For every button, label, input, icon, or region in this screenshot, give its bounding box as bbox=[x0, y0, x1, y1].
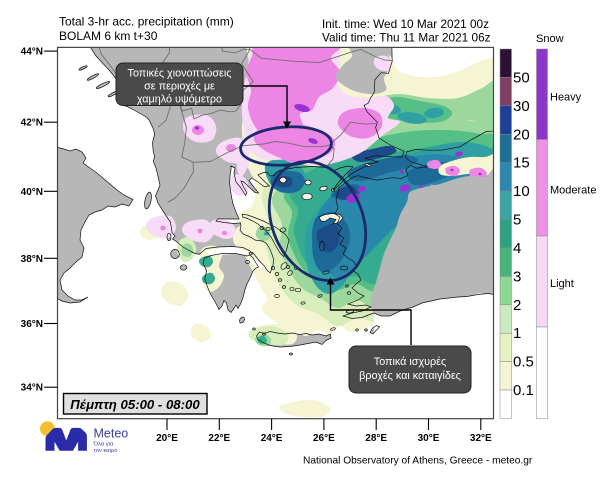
svg-text:40°N: 40°N bbox=[21, 187, 43, 198]
svg-text:Total 3-hr acc. precipitation: Total 3-hr acc. precipitation (mm) bbox=[59, 15, 234, 29]
svg-text:26°E: 26°E bbox=[313, 433, 335, 444]
svg-text:Valid time: Thu 11 Mar 2021 06: Valid time: Thu 11 Mar 2021 06z bbox=[322, 31, 491, 45]
svg-text:Heavy: Heavy bbox=[550, 92, 582, 104]
svg-text:30°E: 30°E bbox=[418, 433, 440, 444]
svg-text:5: 5 bbox=[513, 212, 521, 229]
svg-text:30: 30 bbox=[513, 98, 530, 115]
svg-text:50: 50 bbox=[513, 69, 530, 86]
svg-text:10: 10 bbox=[513, 183, 530, 200]
svg-text:4: 4 bbox=[513, 240, 521, 257]
svg-text:24°E: 24°E bbox=[261, 433, 283, 444]
svg-text:22°E: 22°E bbox=[208, 433, 230, 444]
svg-text:2: 2 bbox=[513, 297, 521, 314]
svg-text:0.1: 0.1 bbox=[513, 382, 534, 399]
svg-text:Meteo: Meteo bbox=[94, 427, 129, 441]
svg-text:0.5: 0.5 bbox=[513, 354, 534, 371]
svg-text:32°E: 32°E bbox=[470, 433, 492, 444]
svg-text:Όλα για: Όλα για bbox=[93, 442, 114, 448]
svg-text:Light: Light bbox=[550, 278, 574, 290]
svg-text:38°N: 38°N bbox=[21, 254, 43, 265]
svg-text:BOLAM 6 km t+30: BOLAM 6 km t+30 bbox=[59, 29, 158, 43]
svg-text:Τοπικές χιονοπτώσεις: Τοπικές χιονοπτώσεις bbox=[128, 68, 232, 80]
svg-text:Τοπικά ισχυρές: Τοπικά ισχυρές bbox=[374, 356, 446, 368]
svg-text:36°N: 36°N bbox=[21, 319, 43, 330]
svg-text:42°N: 42°N bbox=[21, 118, 43, 129]
svg-text:National Observatory of Athens: National Observatory of Athens, Greece -… bbox=[303, 456, 533, 467]
svg-text:15: 15 bbox=[513, 155, 530, 172]
svg-text:3: 3 bbox=[513, 268, 521, 285]
svg-text:βροχές και καταιγίδες: βροχές και καταιγίδες bbox=[359, 370, 461, 382]
svg-text:Snow: Snow bbox=[536, 33, 564, 45]
svg-text:Moderate: Moderate bbox=[550, 185, 596, 197]
svg-text:20: 20 bbox=[513, 126, 530, 143]
svg-text:34°N: 34°N bbox=[21, 383, 43, 394]
svg-text:1: 1 bbox=[513, 325, 521, 342]
svg-text:Πέμπτη 05:00 - 08:00: Πέμπτη 05:00 - 08:00 bbox=[70, 397, 200, 412]
svg-text:44°N: 44°N bbox=[21, 47, 43, 58]
svg-text:τον καιρό: τον καιρό bbox=[94, 447, 118, 454]
svg-text:20°E: 20°E bbox=[156, 433, 178, 444]
svg-text:28°E: 28°E bbox=[365, 433, 387, 444]
svg-text:σε περιοχές με: σε περιοχές με bbox=[144, 81, 215, 93]
svg-text:Init. time: Wed 10 Mar 2021 00: Init. time: Wed 10 Mar 2021 00z bbox=[322, 17, 489, 31]
svg-text:χαμηλό υψόμετρο: χαμηλό υψόμετρο bbox=[137, 94, 222, 106]
